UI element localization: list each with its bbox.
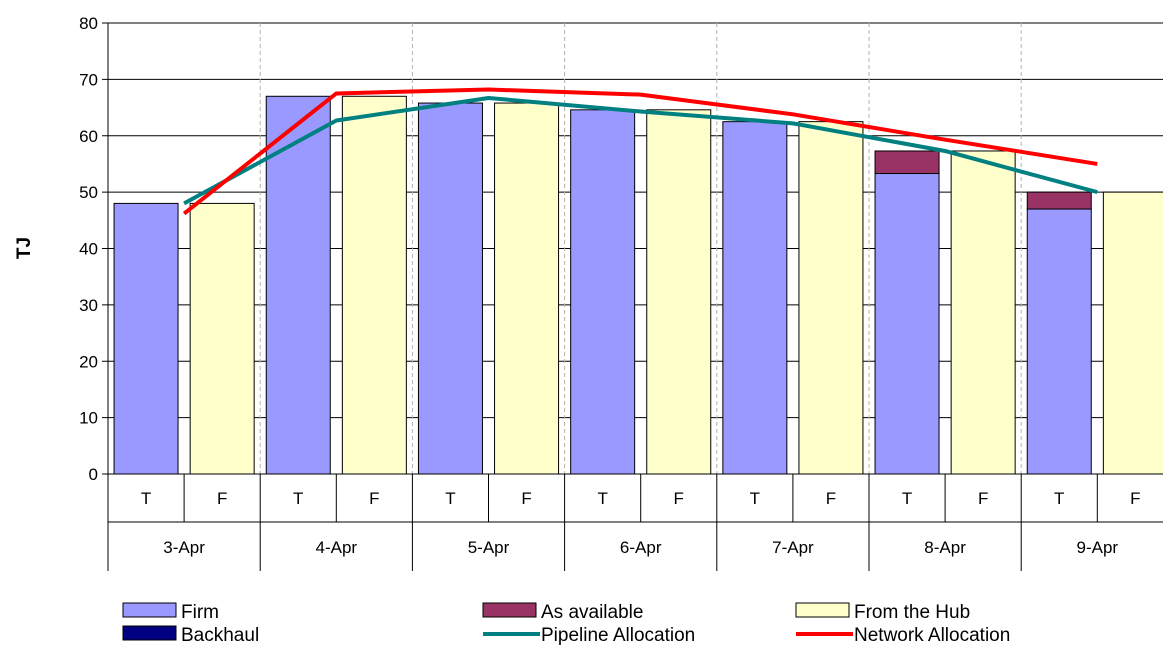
bar-from-the-hub (646, 109, 712, 475)
y-axis-label: TJ (14, 237, 35, 259)
x-subcategory-label: F (674, 489, 684, 508)
line-pipeline-allocation (183, 95, 1098, 206)
bar-as-available (1026, 191, 1092, 210)
x-subcategory-label: F (217, 489, 227, 508)
y-tick-label: 80 (79, 14, 98, 33)
y-tick-label: 40 (79, 240, 98, 259)
bar-from-the-hub (1102, 191, 1163, 475)
x-subcategory-label: F (521, 489, 531, 508)
y-tick-label: 70 (79, 70, 98, 89)
x-subcategory-label: T (1054, 489, 1064, 508)
bar-from-the-hub (189, 202, 255, 475)
bar-firm (1026, 208, 1092, 475)
x-date-label: 9-Apr (1077, 538, 1119, 557)
lines-layer (182, 87, 1098, 216)
x-date-label: 8-Apr (924, 538, 966, 557)
legend-label: Backhaul (181, 625, 259, 646)
bar-from-the-hub (798, 121, 864, 475)
bar-firm (570, 109, 636, 475)
legend: Firm As available From the Hub Backhaul Pipe… (122, 602, 1010, 646)
bar-from-the-hub (494, 102, 560, 475)
x-subcategory-label: T (293, 489, 303, 508)
legend-label: From the Hub (854, 602, 970, 623)
x-subcategory-label: T (902, 489, 912, 508)
x-subcategory-label: T (750, 489, 760, 508)
x-date-label: 4-Apr (316, 538, 358, 557)
y-tick-label: 30 (79, 296, 98, 315)
y-tick-label: 0 (89, 465, 98, 484)
x-subcategory-label: T (141, 489, 151, 508)
y-tick-label: 20 (79, 352, 98, 371)
legend-label: Firm (181, 602, 219, 623)
bar-firm (722, 121, 788, 475)
legend-swatch (122, 602, 177, 618)
legend-label: As available (541, 602, 643, 623)
bar-from-the-hub (950, 150, 1016, 475)
y-tick-label: 10 (79, 409, 98, 428)
legend-label: Pipeline Allocation (541, 625, 695, 646)
legend-label: Network Allocation (854, 625, 1010, 646)
x-subcategory-label: F (1130, 489, 1140, 508)
x-subcategory-label: F (978, 489, 988, 508)
legend-swatch (795, 602, 850, 618)
axes-layer: 0 10 20 30 40 50 60 70 80 T F 3-Apr T F 4-Apr T F 5-Apr T F… (79, 14, 1163, 571)
x-subcategory-label: T (445, 489, 455, 508)
bar-firm (874, 173, 940, 475)
x-subcategory-label: F (826, 489, 836, 508)
legend-swatch (122, 625, 177, 641)
x-subcategory-label: F (369, 489, 379, 508)
legend-swatch (482, 602, 537, 618)
x-subcategory-label: T (597, 489, 607, 508)
bars-layer (113, 95, 1163, 475)
x-date-label: 6-Apr (620, 538, 662, 557)
line-network-allocation (182, 87, 1098, 216)
y-tick-label: 50 (79, 183, 98, 202)
x-date-label: 3-Apr (163, 538, 205, 557)
bar-from-the-hub (341, 95, 407, 475)
x-date-label: 5-Apr (468, 538, 510, 557)
bar-as-available (874, 150, 940, 175)
bar-firm (113, 202, 179, 475)
bar-firm (417, 102, 483, 475)
y-tick-label: 60 (79, 127, 98, 146)
x-date-label: 7-Apr (772, 538, 814, 557)
